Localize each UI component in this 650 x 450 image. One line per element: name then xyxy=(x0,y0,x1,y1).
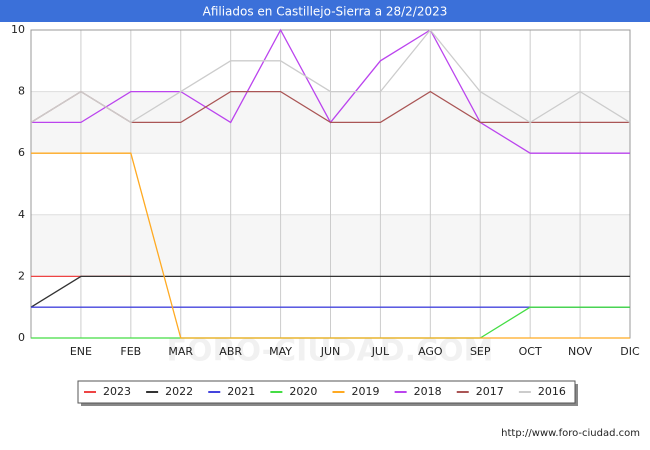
legend-label: 2020 xyxy=(289,385,317,398)
x-tick-label: JUL xyxy=(371,345,390,358)
x-tick-label: NOV xyxy=(568,345,593,358)
y-tick-label: 2 xyxy=(18,269,25,282)
series-line xyxy=(30,28,631,124)
x-tick-label: JUN xyxy=(320,345,341,358)
series-line xyxy=(31,152,630,339)
x-tick-label: MAY xyxy=(269,345,292,358)
legend-label: 2018 xyxy=(414,385,442,398)
x-tick-label: SEP xyxy=(470,345,491,358)
watermark: FORO-CIUDAD.COM xyxy=(167,334,494,369)
x-tick-label: OCT xyxy=(519,345,542,358)
series-line xyxy=(30,275,630,308)
x-tick-label: FEB xyxy=(120,345,141,358)
x-tick-label: DIC xyxy=(620,345,640,358)
chart-title: Afiliados en Castillejo-Sierra a 28/2/20… xyxy=(203,5,448,19)
legend-label: 2022 xyxy=(165,385,193,398)
legend-label: 2023 xyxy=(103,385,131,398)
y-tick-label: 0 xyxy=(18,331,25,344)
legend-label: 2021 xyxy=(227,385,255,398)
x-tick-label: AGO xyxy=(418,345,443,358)
x-tick-label: ENE xyxy=(70,345,92,358)
legend-label: 2019 xyxy=(352,385,380,398)
legend-label: 2016 xyxy=(538,385,566,398)
y-tick-label: 8 xyxy=(18,85,25,98)
y-tick-label: 6 xyxy=(18,146,25,159)
x-tick-label: MAR xyxy=(168,345,193,358)
y-tick-label: 4 xyxy=(18,208,25,221)
x-tick-label: ABR xyxy=(219,345,242,358)
header-bar xyxy=(0,0,650,22)
y-tick-label: 10 xyxy=(11,23,25,36)
legend-box xyxy=(77,380,576,404)
source: http://www.foro-ciudad.com xyxy=(501,428,640,439)
legend-label: 2017 xyxy=(476,385,504,398)
